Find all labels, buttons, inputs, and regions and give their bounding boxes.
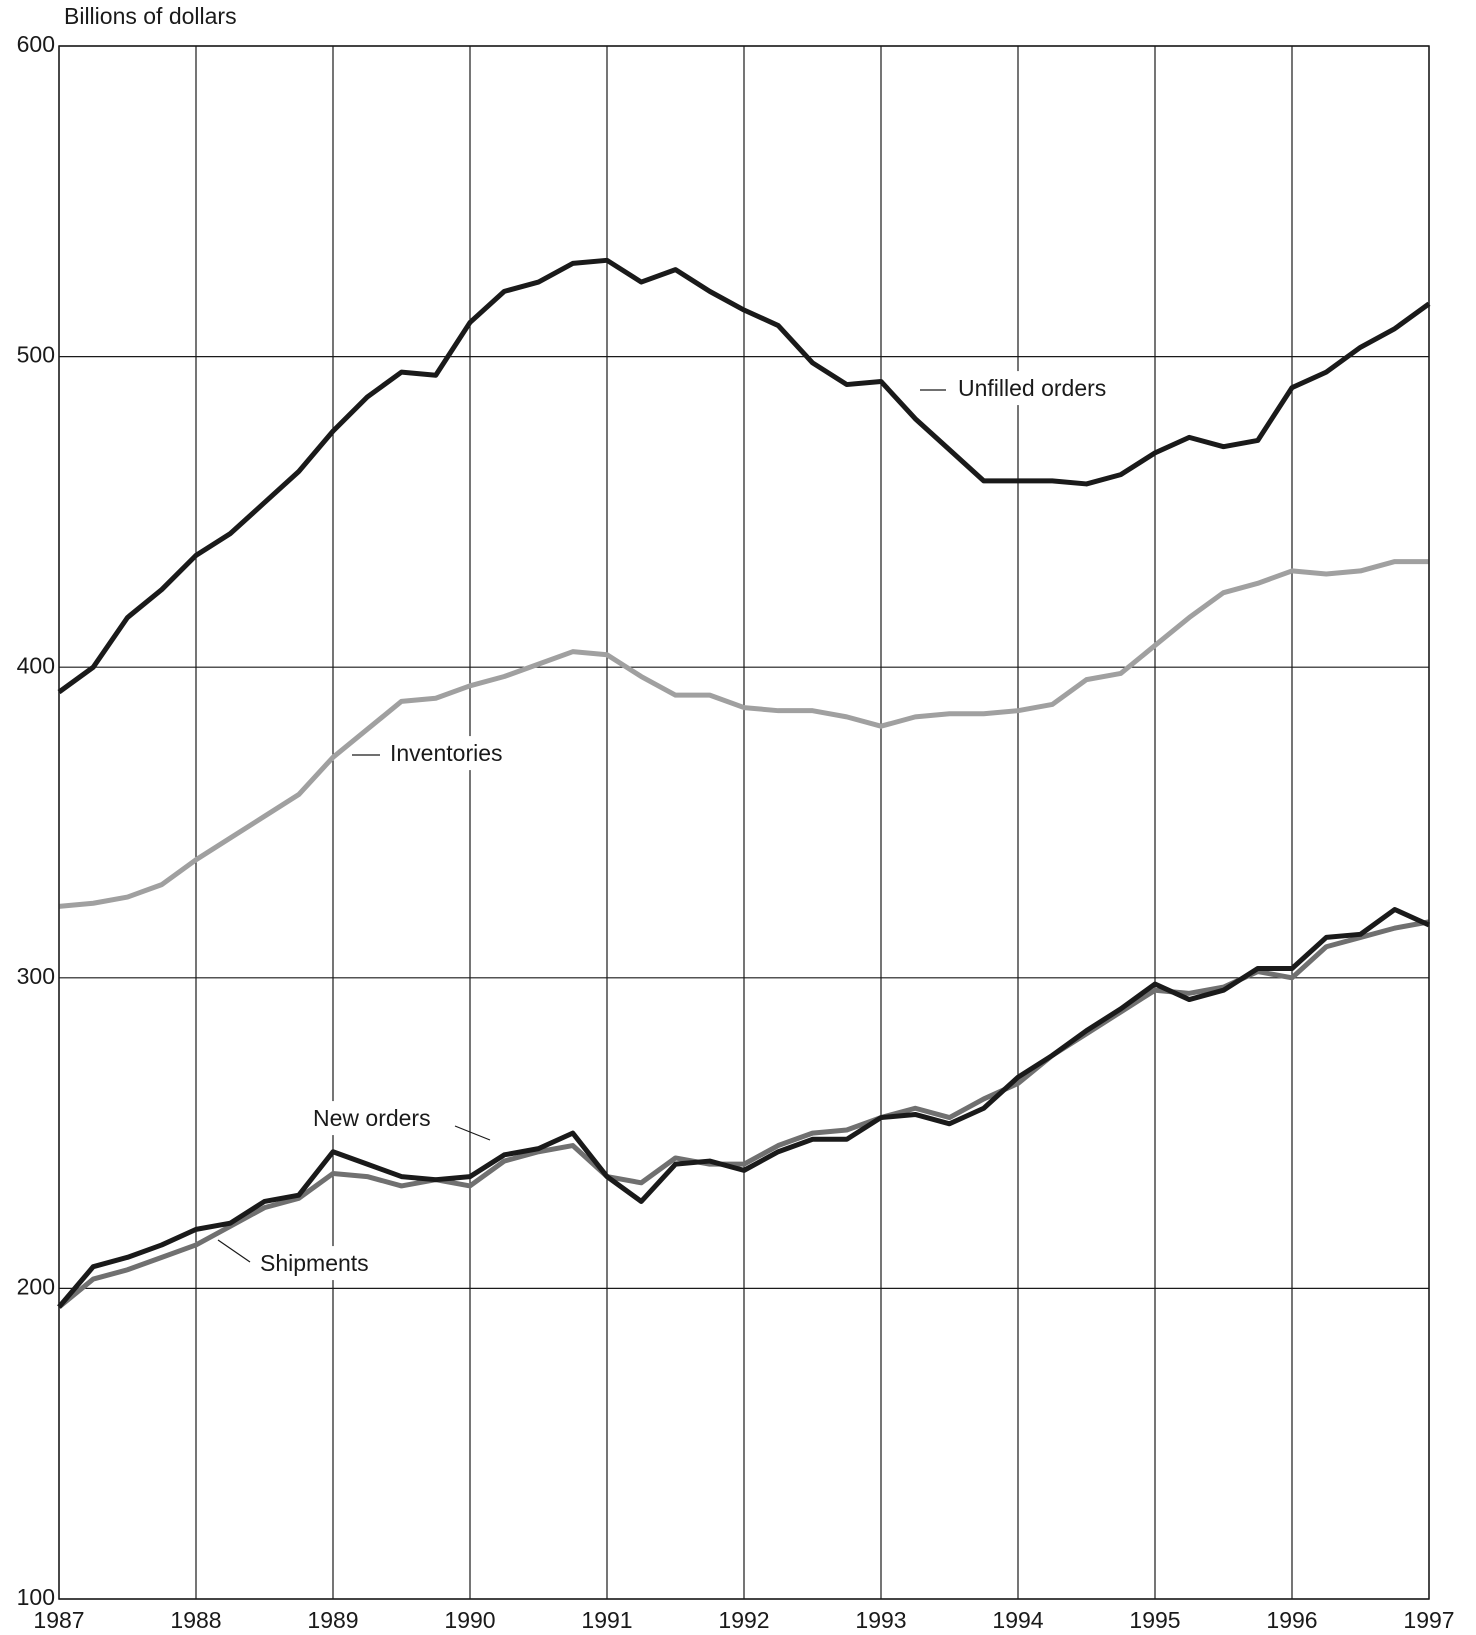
x-tick-label: 1990 (444, 1607, 495, 1633)
x-tick-label: 1997 (1403, 1607, 1454, 1633)
series-label: Shipments (260, 1250, 369, 1276)
x-tick-label: 1989 (307, 1607, 358, 1633)
y-tick-label: 500 (17, 342, 55, 368)
x-tick-label: 1992 (718, 1607, 769, 1633)
x-tick-label: 1996 (1266, 1607, 1317, 1633)
label-background (250, 1246, 379, 1281)
y-tick-label: 400 (17, 652, 55, 678)
y-tick-label: 300 (17, 963, 55, 989)
line-series (57, 919, 1430, 1309)
plot-frame (58, 45, 1430, 1600)
leader-line (217, 1239, 251, 1263)
series-label: New orders (313, 1105, 431, 1131)
y-tick-label: 600 (17, 31, 55, 57)
x-tick-label: 1994 (992, 1607, 1043, 1633)
grid (58, 45, 1430, 1600)
series-label: Unfilled orders (958, 375, 1106, 401)
leader-line (454, 1125, 491, 1141)
series-labels: Unfilled orders Inventories Shipments New o… (217, 371, 1117, 1281)
label-background (303, 1101, 441, 1136)
x-tick-label: 1988 (170, 1607, 221, 1633)
x-tick-label: 1995 (1129, 1607, 1180, 1633)
x-tick-label: 1993 (855, 1607, 906, 1633)
line-series (58, 559, 1429, 909)
line-series (57, 906, 1431, 1309)
line-series (57, 257, 1431, 695)
series-label: Inventories (390, 740, 503, 766)
label-background (380, 736, 513, 771)
y-tick-label: 200 (17, 1273, 55, 1299)
x-tick-label: 1987 (33, 1607, 84, 1633)
y-axis-label: Billions of dollars (64, 3, 237, 29)
x-tick-label: 1991 (581, 1607, 632, 1633)
y-tick-label: 100 (17, 1584, 55, 1610)
label-background (948, 371, 1117, 406)
